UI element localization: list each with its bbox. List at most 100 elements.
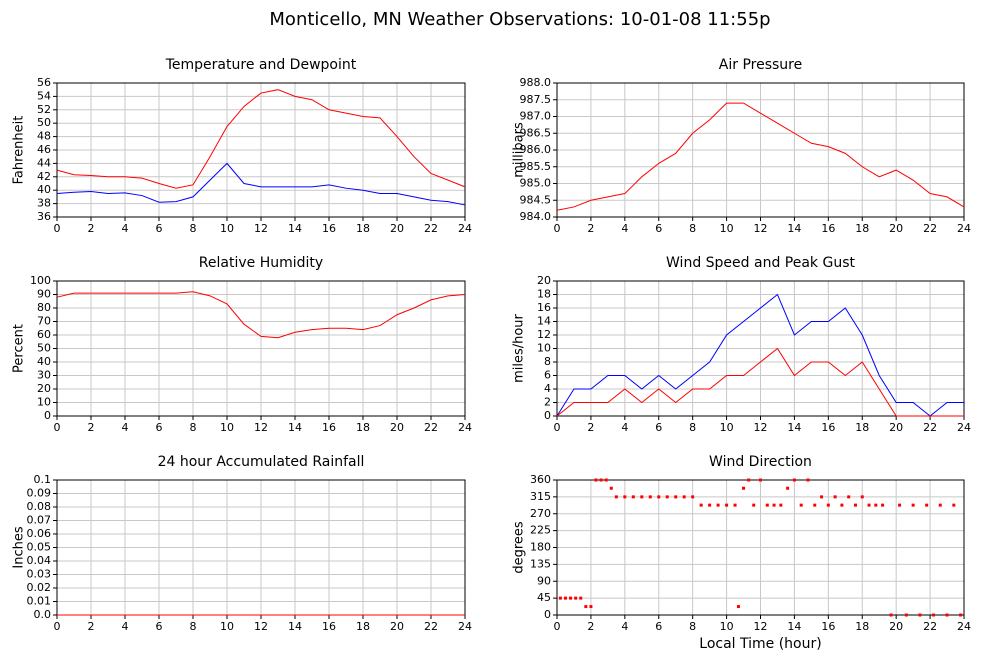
y-tick-label: 225 bbox=[530, 524, 551, 537]
data-point bbox=[772, 503, 776, 507]
x-tick-label: 16 bbox=[322, 620, 336, 633]
data-point bbox=[599, 478, 603, 482]
y-tick-label: 0.1 bbox=[34, 473, 52, 486]
y-tick-label: 36 bbox=[37, 210, 51, 223]
x-tick-label: 12 bbox=[254, 421, 268, 434]
y-tick-label: 0 bbox=[544, 608, 551, 621]
y-tick-label: 8 bbox=[544, 355, 551, 368]
y-tick-label: 0.08 bbox=[27, 500, 52, 513]
data-line bbox=[56, 291, 466, 339]
x-tick-label: 14 bbox=[288, 222, 302, 235]
y-tick-label: 985.5 bbox=[520, 160, 552, 173]
data-point bbox=[594, 478, 598, 482]
data-point bbox=[911, 503, 915, 507]
data-point bbox=[874, 503, 878, 507]
data-point bbox=[806, 478, 810, 482]
x-tick-label: 18 bbox=[855, 421, 869, 434]
x-tick-label: 10 bbox=[220, 222, 234, 235]
y-tick-label: 984.5 bbox=[520, 193, 552, 206]
panel-title: Relative Humidity bbox=[199, 255, 323, 271]
x-tick-label: 22 bbox=[424, 620, 438, 633]
data-point bbox=[691, 495, 695, 499]
x-tick-label: 6 bbox=[156, 222, 163, 235]
y-tick-label: 60 bbox=[37, 328, 51, 341]
x-tick-label: 22 bbox=[424, 421, 438, 434]
data-point bbox=[733, 503, 737, 507]
x-tick-label: 6 bbox=[156, 620, 163, 633]
x-tick-label: 4 bbox=[122, 421, 129, 434]
data-point bbox=[881, 503, 885, 507]
x-tick-label: 4 bbox=[621, 222, 628, 235]
data-point bbox=[889, 613, 893, 617]
y-tick-label: 90 bbox=[537, 574, 551, 587]
data-point bbox=[833, 495, 837, 499]
y-axis-label: miles/hour bbox=[512, 313, 527, 382]
y-tick-label: 40 bbox=[37, 183, 51, 196]
x-tick-label: 0 bbox=[54, 620, 61, 633]
data-point bbox=[813, 503, 817, 507]
y-tick-label: 14 bbox=[537, 315, 551, 328]
data-point bbox=[657, 495, 661, 499]
x-tick-label: 0 bbox=[554, 421, 561, 434]
panel-title: Temperature and Dewpoint bbox=[165, 57, 357, 73]
y-tick-label: 984.0 bbox=[520, 210, 552, 223]
data-point bbox=[792, 478, 796, 482]
data-point bbox=[648, 495, 652, 499]
y-axis-label: millibars bbox=[512, 122, 527, 178]
x-tick-label: 18 bbox=[855, 620, 869, 633]
data-point bbox=[952, 503, 956, 507]
x-tick-label: 22 bbox=[923, 222, 937, 235]
x-tick-label: 24 bbox=[458, 421, 472, 434]
y-tick-label: 270 bbox=[530, 507, 551, 520]
x-tick-label: 16 bbox=[821, 421, 835, 434]
data-point bbox=[742, 486, 746, 490]
data-point bbox=[674, 495, 678, 499]
data-point bbox=[614, 495, 618, 499]
y-tick-label: 52 bbox=[37, 103, 51, 116]
y-tick-label: 0 bbox=[544, 409, 551, 422]
x-tick-label: 8 bbox=[689, 222, 696, 235]
x-tick-label: 22 bbox=[923, 620, 937, 633]
panel-title: Wind Direction bbox=[709, 454, 812, 470]
data-point bbox=[640, 495, 644, 499]
data-point bbox=[725, 503, 729, 507]
data-point bbox=[752, 503, 756, 507]
y-axis-label: Fahrenheit bbox=[12, 116, 27, 185]
y-axis-label: Inches bbox=[12, 526, 27, 568]
y-tick-label: 0.07 bbox=[27, 514, 52, 527]
data-line bbox=[556, 347, 964, 417]
y-tick-label: 100 bbox=[30, 274, 51, 287]
x-tick-label: 20 bbox=[390, 421, 404, 434]
x-tick-label: 22 bbox=[424, 222, 438, 235]
x-tick-label: 20 bbox=[390, 620, 404, 633]
y-tick-label: 50 bbox=[37, 342, 51, 355]
y-tick-label: 6 bbox=[544, 369, 551, 382]
x-tick-label: 4 bbox=[122, 620, 129, 633]
data-point bbox=[799, 503, 803, 507]
data-point bbox=[589, 605, 593, 609]
x-tick-label: 16 bbox=[821, 620, 835, 633]
data-point bbox=[604, 478, 608, 482]
data-point bbox=[579, 596, 583, 600]
data-point bbox=[699, 503, 703, 507]
data-point bbox=[574, 596, 578, 600]
page-title: Monticello, MN Weather Observations: 10-… bbox=[269, 9, 770, 30]
x-tick-label: 8 bbox=[190, 421, 197, 434]
data-point bbox=[925, 503, 929, 507]
y-tick-label: 0.03 bbox=[27, 568, 52, 581]
y-tick-label: 20 bbox=[537, 274, 551, 287]
panel-title: Air Pressure bbox=[719, 57, 802, 73]
x-tick-label: 10 bbox=[220, 421, 234, 434]
data-point bbox=[945, 613, 949, 617]
data-line bbox=[556, 293, 964, 417]
y-tick-label: 0.09 bbox=[27, 487, 52, 500]
data-point bbox=[904, 613, 908, 617]
x-tick-label: 22 bbox=[923, 421, 937, 434]
x-tick-label: 16 bbox=[322, 421, 336, 434]
x-tick-label: 14 bbox=[787, 620, 801, 633]
y-tick-label: 180 bbox=[530, 541, 551, 554]
x-tick-label: 24 bbox=[458, 620, 472, 633]
y-tick-label: 40 bbox=[37, 355, 51, 368]
x-tick-label: 6 bbox=[655, 421, 662, 434]
